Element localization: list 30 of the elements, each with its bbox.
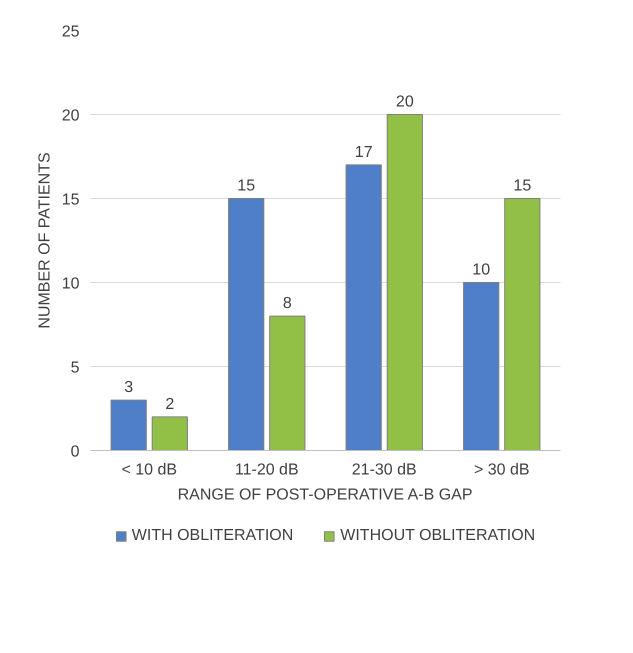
- data-label: 2: [165, 396, 174, 413]
- y-tick-label: 20: [62, 108, 80, 124]
- data-label: 15: [513, 178, 532, 194]
- data-label: 15: [237, 178, 256, 194]
- legend-label: WITHOUT OBLITERATION: [340, 527, 536, 545]
- x-tick-label: < 10 dB: [121, 462, 178, 478]
- y-tick-label: 25: [62, 24, 80, 40]
- bar: [152, 416, 188, 450]
- x-tick-label: > 30 dB: [474, 462, 530, 478]
- bar: [269, 316, 306, 450]
- data-label: 17: [354, 144, 373, 161]
- x-axis-title: RANGE OF POST-OPERATIVE A-B GAP: [178, 486, 472, 504]
- y-axis-title: NUMBER OF PATIENTS: [36, 152, 54, 329]
- bar: [504, 198, 540, 450]
- bar: [463, 282, 500, 450]
- y-tick-label: 15: [62, 192, 80, 208]
- x-tick-label: 21-30 dB: [352, 462, 417, 478]
- bar: [110, 400, 147, 450]
- bar: [228, 198, 264, 450]
- legend-label: WITH OBLITERATION: [132, 527, 294, 545]
- y-tick-label: 10: [62, 276, 80, 292]
- data-label: 8: [282, 295, 292, 312]
- data-label: 3: [124, 379, 134, 396]
- y-tick-label: 5: [70, 360, 80, 376]
- x-tick-label: 11-20 dB: [234, 462, 299, 478]
- bar: [386, 114, 423, 450]
- data-label: 10: [472, 262, 490, 278]
- y-tick-label: 0: [70, 444, 80, 460]
- bar: [346, 164, 382, 450]
- data-label: 20: [396, 94, 414, 110]
